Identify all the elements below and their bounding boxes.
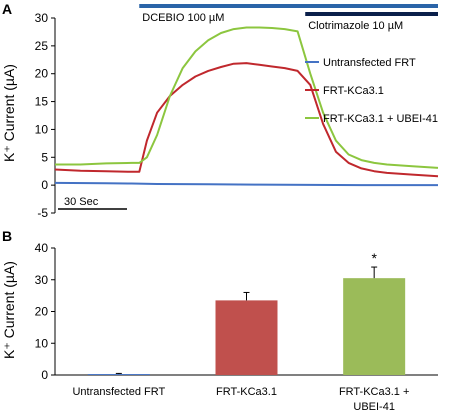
treatment-label: Clotrimazole 10 µM xyxy=(308,20,403,32)
panel-a-y-tick-label: 20 xyxy=(35,67,49,81)
scale-bar: 30 Sec xyxy=(58,196,127,210)
legend-entry: Untransfected FRT xyxy=(323,57,416,69)
bar xyxy=(215,300,278,375)
treatment-label: DCEBIO 100 µM xyxy=(142,12,224,24)
panel-b-y-tick-label: 30 xyxy=(35,273,49,287)
panel-a-label: A xyxy=(2,1,12,17)
x-tick-label: Untransfected FRT xyxy=(72,386,165,398)
panel-a-legend: Untransfected FRT FRT-KCa3.1 FRT-KCa3.1 + … xyxy=(305,57,438,125)
panel-b-y-tick-label: 40 xyxy=(35,241,49,255)
panel-b-y-tick-label: 10 xyxy=(35,336,49,350)
panel-a-y-tick-label: 25 xyxy=(35,39,49,53)
panel-a-y-tick-label: 15 xyxy=(35,95,49,109)
panel-a-y-tick-label: 30 xyxy=(35,11,49,25)
legend-entry: FRT-KCa3.1 + UBEI-41 xyxy=(323,113,438,125)
bar xyxy=(343,278,406,375)
panel-b-y-tick-label: 0 xyxy=(41,368,48,382)
panel-a-axes: -5 0 5 10 15 20 25 30 xyxy=(35,11,56,220)
panel-b-ylabel: K⁺ Current (µA) xyxy=(1,261,17,359)
panel-a-treatment-bars: DCEBIO 100 µM Clotrimazole 10 µM xyxy=(139,4,438,32)
series-line xyxy=(55,26,439,169)
x-tick-label: UBEI-41 xyxy=(353,401,395,413)
legend-entry: FRT-KCa3.1 xyxy=(323,85,384,97)
panel-b-y-tick-label: 20 xyxy=(35,305,49,319)
series-line xyxy=(54,181,438,187)
significance-mark: * xyxy=(371,250,377,266)
panel-a-y-tick-label: 10 xyxy=(35,122,49,136)
x-tick-label: FRT-KCa3.1 + xyxy=(339,386,409,398)
scale-bar-label: 30 Sec xyxy=(64,196,99,208)
panel-b-bars: Untransfected FRT FRT-KCa3.1 * FRT-KCa3.1 +… xyxy=(72,250,409,413)
panel-a-y-tick-label: 0 xyxy=(41,178,48,192)
x-tick-label: FRT-KCa3.1 xyxy=(216,386,277,398)
panel-a-line-chart: A K⁺ Current (µA) -5 0 5 10 15 20 25 30 DCEBIO … xyxy=(1,1,439,220)
panel-b-label: B xyxy=(2,228,12,244)
bar xyxy=(87,374,150,375)
panel-a-y-tick-label: -5 xyxy=(37,206,48,220)
panel-b-bar-chart: B K⁺ Current (µA) 0 10 20 30 40 Untransfecte… xyxy=(1,228,438,413)
panel-a-y-tick-label: 5 xyxy=(41,150,48,164)
panel-a-ylabel: K⁺ Current (µA) xyxy=(1,64,17,162)
panel-a-series xyxy=(54,26,439,187)
